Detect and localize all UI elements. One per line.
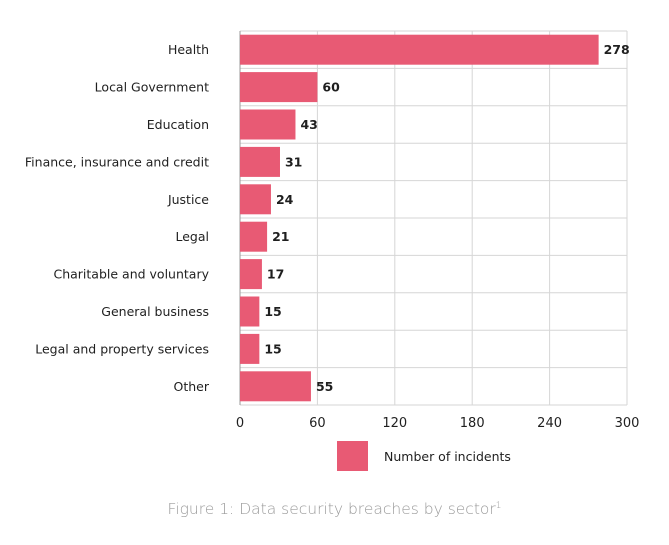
legend: Number of incidents: [337, 441, 511, 471]
bar: [240, 72, 318, 103]
value-label: 55: [316, 379, 333, 394]
value-label: 15: [264, 304, 281, 319]
category-label: Charitable and voluntary: [53, 267, 209, 282]
caption-footnote-mark: 1: [495, 500, 502, 511]
category-label: Legal: [175, 229, 209, 244]
bar: [240, 109, 296, 140]
bar: [240, 259, 262, 290]
x-axis-ticks: 0 60 120 180 240 300: [236, 416, 640, 431]
value-label: 24: [276, 192, 294, 207]
value-label: 43: [300, 117, 317, 132]
legend-swatch: [337, 441, 368, 471]
category-label: Education: [147, 117, 209, 132]
category-label: Finance, insurance and credit: [25, 154, 209, 169]
category-labels: Health Local Government Education Finance, …: [25, 42, 210, 394]
value-label: 21: [272, 229, 289, 244]
x-tick-label: 0: [236, 416, 244, 431]
bar: [240, 34, 599, 65]
figure-caption: Figure 1: Data security breaches by sect…: [0, 500, 669, 518]
category-label: Health: [168, 42, 209, 57]
bars-group: [240, 34, 599, 402]
x-tick-label: 120: [382, 416, 407, 431]
bar: [240, 221, 268, 252]
category-label: Other: [174, 379, 210, 394]
bar: [240, 184, 271, 215]
bar: [240, 146, 280, 177]
value-label: 60: [322, 80, 340, 95]
value-label: 17: [267, 267, 284, 282]
category-label: General business: [101, 304, 209, 319]
value-label: 31: [285, 154, 302, 169]
bar: [240, 371, 311, 402]
value-label: 278: [604, 42, 630, 57]
caption-text: Figure 1: Data security breaches by sect…: [167, 500, 496, 518]
x-tick-label: 180: [460, 416, 485, 431]
category-label: Legal and property services: [35, 341, 209, 356]
value-label: 15: [264, 341, 281, 356]
bar: [240, 333, 260, 364]
bar: [240, 296, 260, 327]
category-label: Local Government: [95, 80, 209, 95]
x-tick-label: 240: [537, 416, 562, 431]
x-tick-label: 300: [615, 416, 640, 431]
legend-label: Number of incidents: [384, 449, 511, 464]
value-labels: 278 60 43 31 24 21 17 15 15 55: [264, 42, 629, 394]
category-label: Justice: [167, 192, 209, 207]
x-tick-label: 60: [309, 416, 326, 431]
